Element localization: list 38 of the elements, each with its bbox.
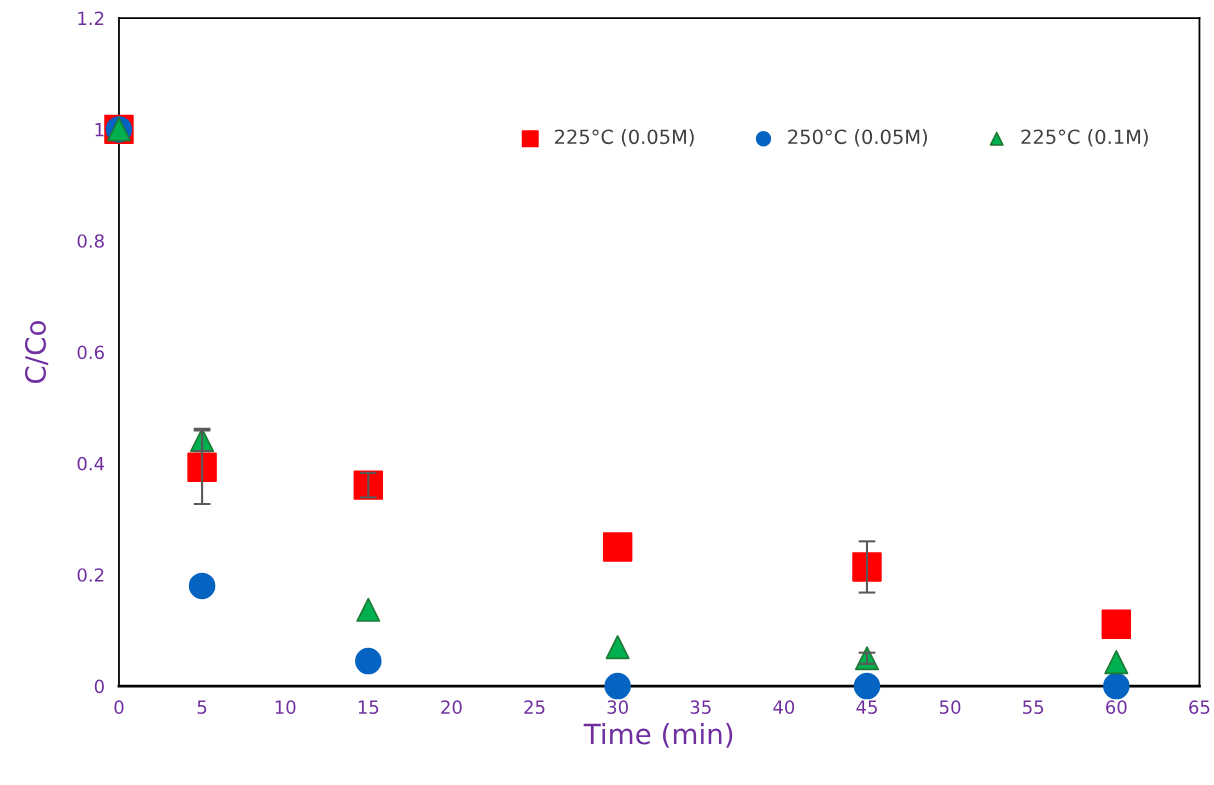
point — [1101, 609, 1132, 640]
y-tick-label: 0.4 — [77, 456, 105, 471]
x-tick-label: 15 — [358, 700, 379, 714]
point — [605, 635, 630, 660]
point — [355, 647, 382, 675]
x-tick-label: 0 — [114, 700, 124, 714]
point — [1104, 650, 1129, 675]
legend-label: 225°C (0.1M) — [1021, 129, 1148, 147]
x-tick-label: 60 — [1106, 700, 1127, 714]
y-tick-label: 0.2 — [77, 568, 104, 582]
legend-label: 250°C (0.05M) — [788, 129, 927, 147]
point — [356, 597, 381, 622]
x-tick-label: 10 — [275, 700, 296, 714]
x-tick-label: 65 — [1189, 700, 1210, 714]
point — [853, 672, 881, 700]
x-tick-label: 45 — [856, 700, 877, 714]
legend-label: 225°C (0.05M) — [555, 129, 694, 147]
x-tick-label: 25 — [524, 700, 545, 714]
point — [602, 532, 633, 562]
point — [852, 552, 882, 582]
y-tick-label: 0.6 — [77, 345, 104, 360]
x-axis-title: Time (min) — [583, 723, 733, 748]
x-tick-label: 50 — [940, 700, 961, 714]
y-axis-title: C/Co — [24, 321, 49, 384]
x-tick-label: 20 — [441, 700, 462, 714]
point — [187, 452, 217, 483]
y-tick-label: 1.2 — [78, 11, 104, 25]
x-tick-label: 5 — [197, 700, 207, 714]
y-tick-label: 0 — [94, 679, 104, 694]
x-tick-label: 40 — [773, 700, 795, 714]
point — [604, 672, 631, 700]
y-tick-label: 0.8 — [77, 234, 104, 248]
x-tick-label: 30 — [607, 700, 628, 714]
y-tick-label: 1 — [95, 123, 104, 137]
point — [1103, 672, 1130, 700]
point — [188, 572, 216, 600]
x-tick-label: 55 — [1023, 700, 1044, 714]
x-tick-label: 35 — [690, 700, 711, 714]
